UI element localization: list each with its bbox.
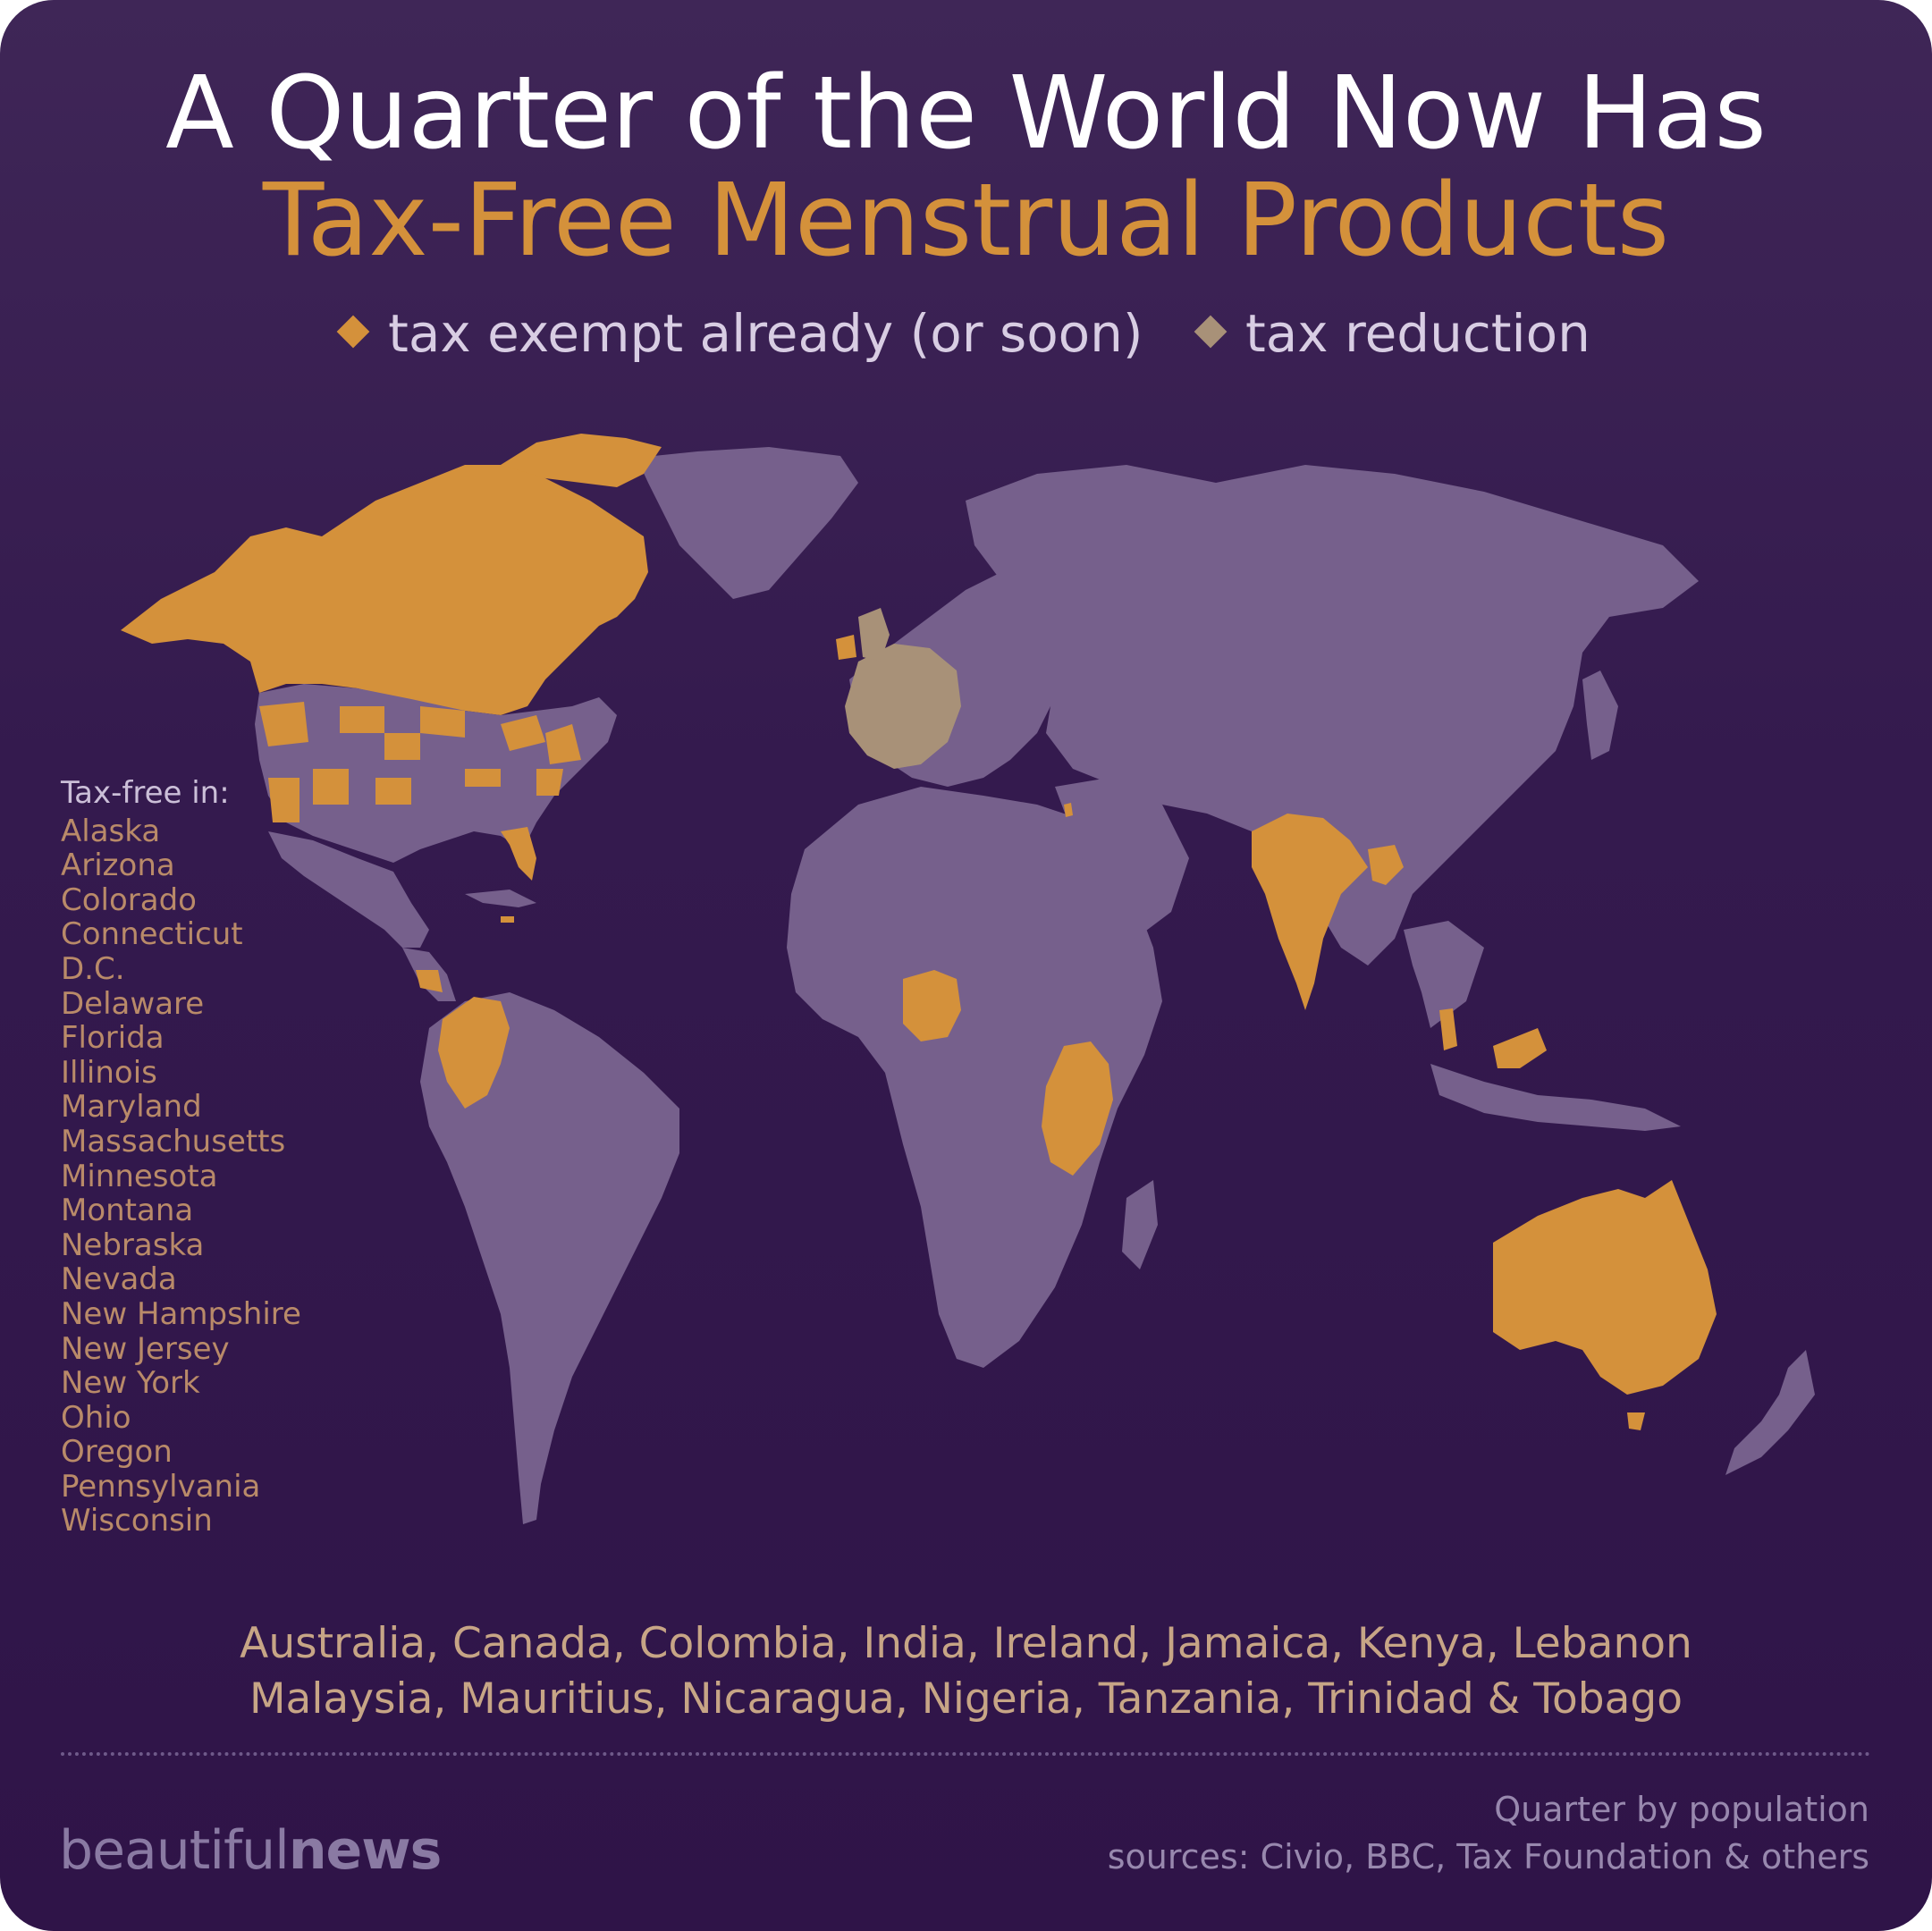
state-item: Pennsylvania — [61, 1468, 261, 1505]
state-item: Connecticut — [61, 916, 243, 953]
region-uk — [858, 608, 890, 662]
region-japan — [1582, 670, 1618, 760]
state-item: New Jersey — [61, 1330, 230, 1367]
region-greenland — [637, 447, 858, 599]
region-arctic-islands — [501, 434, 662, 487]
region-florida — [501, 827, 536, 881]
region-new-zealand — [1725, 1350, 1815, 1475]
region-south-america — [420, 992, 679, 1524]
state-item: Minnesota — [61, 1158, 218, 1194]
region-india-ne — [1368, 845, 1404, 885]
region-nicaragua — [416, 970, 443, 992]
state-item: Alaska — [61, 813, 161, 849]
state-item: Wisconsin — [61, 1503, 213, 1539]
state-item: Delaware — [61, 985, 205, 1022]
state-item: Montana — [61, 1193, 194, 1229]
state-item: Maryland — [61, 1089, 202, 1126]
countries-line-1: Australia, Canada, Colombia, India, Irel… — [240, 1619, 1692, 1668]
state-item: Ohio — [61, 1399, 131, 1436]
state-item: Massachusetts — [61, 1123, 286, 1159]
legend-label-exempt: tax exempt already (or soon) — [388, 302, 1143, 364]
region-india — [1252, 814, 1368, 1010]
legend-item-exempt: tax exempt already (or soon) — [336, 302, 1143, 364]
region-jamaica — [501, 916, 514, 923]
region-cuba — [465, 890, 536, 907]
region-lebanon — [1064, 803, 1073, 817]
region-ireland — [836, 635, 856, 660]
us-states-list: Tax-free in: Alaska Arizona Colorado Connec… — [61, 776, 301, 1539]
region-indonesia — [1430, 1064, 1681, 1131]
region-australia — [1493, 1180, 1717, 1395]
brand-light: beautiful — [59, 1819, 290, 1882]
states-items: Alaska Arizona Colorado Connecticut D.C. Dela… — [61, 814, 301, 1539]
state-item: Oregon — [61, 1434, 173, 1471]
region-africa — [787, 787, 1162, 1368]
state-item: Nebraska — [61, 1227, 205, 1263]
state-item: D.C. — [61, 950, 125, 987]
states-heading: Tax-free in: — [61, 775, 230, 811]
region-madagascar — [1122, 1180, 1158, 1269]
sources-credit: sources: Civio, BBC, Tax Foundation & ot… — [1107, 1837, 1869, 1876]
region-eu-reduction — [845, 644, 961, 769]
state-item: Arizona — [61, 847, 175, 884]
region-colombia — [438, 997, 510, 1109]
legend-item-reduction: tax reduction — [1194, 302, 1590, 364]
brand-logo: beautifulnews — [59, 1819, 443, 1882]
divider — [61, 1752, 1871, 1756]
state-item: Colorado — [61, 881, 197, 918]
region-se-asia — [1404, 921, 1484, 1028]
state-item: Illinois — [61, 1054, 157, 1091]
population-note: Quarter by population — [1494, 1790, 1869, 1829]
countries-line-2: Malaysia, Mauritius, Nicaragua, Nigeria,… — [249, 1674, 1683, 1724]
region-malaysia — [1439, 1008, 1547, 1068]
state-item: Nevada — [61, 1261, 177, 1298]
state-item: New Hampshire — [61, 1295, 301, 1332]
legend-label-reduction: tax reduction — [1245, 302, 1590, 364]
region-asia — [966, 465, 1699, 966]
legend: tax exempt already (or soon) tax reducti… — [0, 299, 1932, 364]
brand-bold: news — [288, 1819, 443, 1882]
state-item: New York — [61, 1365, 200, 1402]
region-kenya-tanzania — [1042, 1041, 1113, 1176]
region-arabia — [1055, 778, 1189, 939]
region-us-states-exempt — [259, 702, 581, 822]
title-line-1: A Quarter of the World Now Has — [165, 55, 1767, 172]
region-canada — [121, 465, 648, 715]
region-mexico — [268, 831, 429, 948]
region-nigeria — [903, 970, 961, 1041]
countries-list: Australia, Canada, Colombia, India, Irel… — [0, 1616, 1932, 1727]
region-tasmania — [1627, 1412, 1645, 1430]
title-line-2: Tax-Free Menstrual Products — [262, 163, 1670, 279]
state-item: Florida — [61, 1020, 165, 1057]
